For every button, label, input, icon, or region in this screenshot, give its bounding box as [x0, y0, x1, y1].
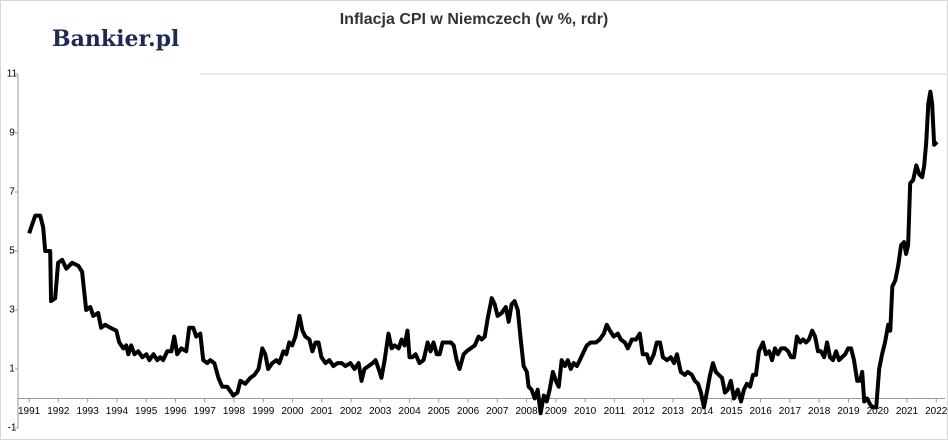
x-tick-label: 2005 — [428, 406, 451, 417]
x-tick-label: 2000 — [281, 406, 304, 417]
x-tick-label: 2015 — [720, 406, 743, 417]
y-tick-label: -1 — [8, 423, 17, 434]
x-tick-label: 2022 — [925, 406, 948, 417]
x-tick-label: 1994 — [106, 406, 129, 417]
y-tick-label: 7 — [9, 187, 15, 198]
x-tick-label: 2007 — [486, 406, 509, 417]
x-tick-label: 2018 — [808, 406, 831, 417]
x-tick-label: 1991 — [18, 406, 41, 417]
y-tick-label: 11 — [7, 69, 18, 80]
y-tick-label: 3 — [9, 305, 15, 316]
x-tick-label: 2021 — [896, 406, 919, 417]
x-tick-label: 2003 — [369, 406, 392, 417]
x-tick-label: 2006 — [457, 406, 480, 417]
x-tick-label: 1995 — [135, 406, 158, 417]
x-tick-label: 1992 — [47, 406, 70, 417]
x-tick-label: 2001 — [311, 406, 334, 417]
y-tick-label: 1 — [9, 364, 15, 375]
x-tick-label: 1999 — [252, 406, 275, 417]
x-tick-label: 2011 — [604, 406, 626, 417]
x-tick-label: 2016 — [750, 406, 773, 417]
y-tick-label: 9 — [9, 128, 15, 139]
watermark: Bankier.pl — [52, 26, 179, 52]
x-tick-label: 2014 — [691, 406, 714, 417]
x-tick-label: 2004 — [398, 406, 421, 417]
x-tick-label: 1997 — [194, 406, 217, 417]
x-tick-label: 1993 — [77, 406, 100, 417]
x-tick-label: 2010 — [574, 406, 597, 417]
data-line — [27, 89, 939, 416]
x-tick-label: 2009 — [545, 406, 568, 417]
x-tick-label: 1998 — [223, 406, 246, 417]
x-tick-label: 2002 — [340, 406, 363, 417]
chart-title: Inflacja CPI w Niemczech (w %, rdr) — [340, 11, 609, 28]
x-tick-label: 2020 — [867, 406, 890, 417]
x-tick-label: 2019 — [837, 406, 860, 417]
x-tick-label: 2013 — [662, 406, 685, 417]
x-tick-label: 2017 — [779, 406, 802, 417]
x-tick-label: 2012 — [632, 406, 655, 417]
x-tick-label: 2008 — [515, 406, 538, 417]
x-tick-label: 1996 — [164, 406, 187, 417]
y-tick-label: 5 — [9, 246, 15, 257]
